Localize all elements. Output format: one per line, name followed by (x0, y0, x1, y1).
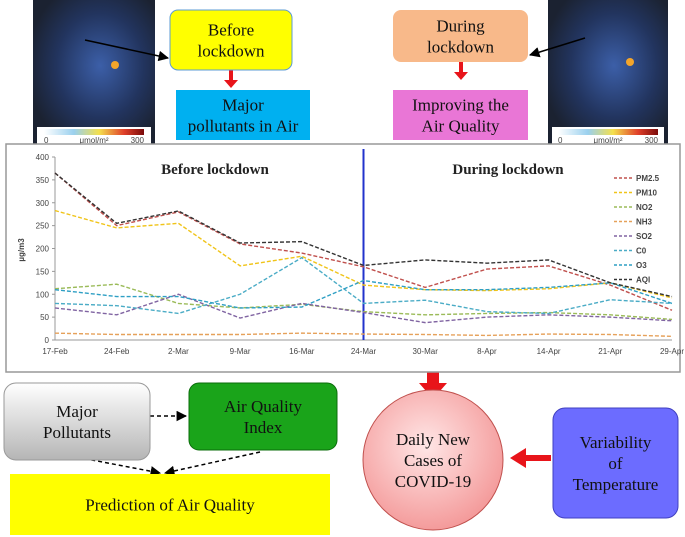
node-label: lockdown (197, 42, 265, 61)
x-tick-label: 30-Mar (413, 347, 439, 356)
x-tick-label: 29-Apr (660, 347, 684, 356)
red-arrow (510, 448, 551, 468)
node-before (169, 9, 293, 71)
red-arrow (454, 62, 468, 80)
node-label: Temperature (573, 475, 659, 494)
y-tick-label: 50 (40, 313, 49, 322)
node-label: Major (56, 402, 98, 421)
scale-max: 300 (131, 136, 145, 145)
series-line (54, 209, 673, 299)
node-during (393, 10, 528, 62)
annotation: Before lockdown (161, 162, 269, 178)
node-pollutants_air (176, 90, 310, 140)
legend-label: O3 (636, 261, 647, 270)
x-tick-label: 21-Apr (598, 347, 622, 356)
dashed-arrow (163, 451, 261, 477)
y-tick-label: 400 (36, 153, 50, 162)
scale-min: 0 (44, 136, 49, 145)
hotspot (626, 58, 634, 66)
node-label: Before (208, 21, 254, 40)
legend-label: AQI (636, 276, 650, 285)
x-tick-label: 14-Apr (537, 347, 561, 356)
node-label: Daily New (396, 430, 471, 449)
y-tick-label: 300 (36, 199, 50, 208)
map-right (548, 0, 668, 146)
legend-label: NO2 (636, 203, 653, 212)
y-tick-label: 250 (36, 222, 50, 231)
scale-unit: μmol/m² (593, 136, 622, 145)
node-label: During (436, 17, 485, 36)
node-prediction (10, 474, 330, 535)
node-label: of (608, 454, 623, 473)
x-tick-label: 9-Mar (230, 347, 251, 356)
series-line (54, 332, 673, 338)
node-temperature (552, 407, 679, 519)
node-label: COVID-19 (395, 472, 472, 491)
scale-max: 300 (645, 136, 659, 145)
node-label: Air Quality (224, 397, 302, 416)
legend-label: PM2.5 (636, 174, 660, 183)
scale-min: 0 (558, 136, 563, 145)
node-label: Cases of (404, 451, 462, 470)
legend-label: PM10 (636, 189, 657, 198)
node-label: Prediction of Air Quality (85, 496, 255, 515)
x-tick-label: 8-Apr (477, 347, 497, 356)
node-label: Index (244, 418, 283, 437)
dashed-arrow (49, 451, 162, 477)
node-label: lockdown (427, 38, 495, 57)
series-line (54, 172, 673, 298)
legend-label: NH3 (636, 218, 653, 227)
y-tick-label: 100 (36, 290, 50, 299)
y-tick-label: 350 (36, 176, 50, 185)
node-label: Improving the (412, 96, 509, 115)
series-line (54, 279, 673, 309)
y-tick-label: 150 (36, 267, 50, 276)
legend-label: SO2 (636, 232, 653, 241)
colorbar (558, 129, 658, 135)
node-improving (393, 90, 528, 140)
scale-unit: μmol/m² (79, 136, 108, 145)
series-line (54, 293, 673, 324)
x-tick-label: 2-Mar (168, 347, 189, 356)
node-major_pollutants (3, 382, 151, 461)
node-label: Variability (580, 433, 652, 452)
series-line (54, 172, 673, 311)
x-tick-label: 24-Mar (351, 347, 377, 356)
y-tick-label: 0 (45, 336, 50, 345)
y-tick-label: 200 (36, 245, 50, 254)
node-aqi (188, 382, 338, 451)
node-label: pollutants in Air (188, 117, 299, 136)
red-arrow (224, 70, 238, 88)
hotspot (111, 61, 119, 69)
y-axis-label: µg/m3 (17, 238, 26, 262)
x-tick-label: 16-Mar (289, 347, 315, 356)
node-label: Major (222, 96, 264, 115)
x-tick-label: 17-Feb (42, 347, 68, 356)
node-label: Air Quality (422, 117, 500, 136)
series-line (54, 256, 673, 315)
x-tick-label: 24-Feb (104, 347, 130, 356)
node-label: Pollutants (43, 423, 111, 442)
colorbar (44, 129, 144, 135)
arrow (84, 39, 170, 62)
arrow (528, 37, 586, 58)
annotation: During lockdown (452, 162, 564, 178)
map-left (33, 0, 155, 146)
node-covid (362, 389, 504, 531)
legend-label: C0 (636, 247, 647, 256)
